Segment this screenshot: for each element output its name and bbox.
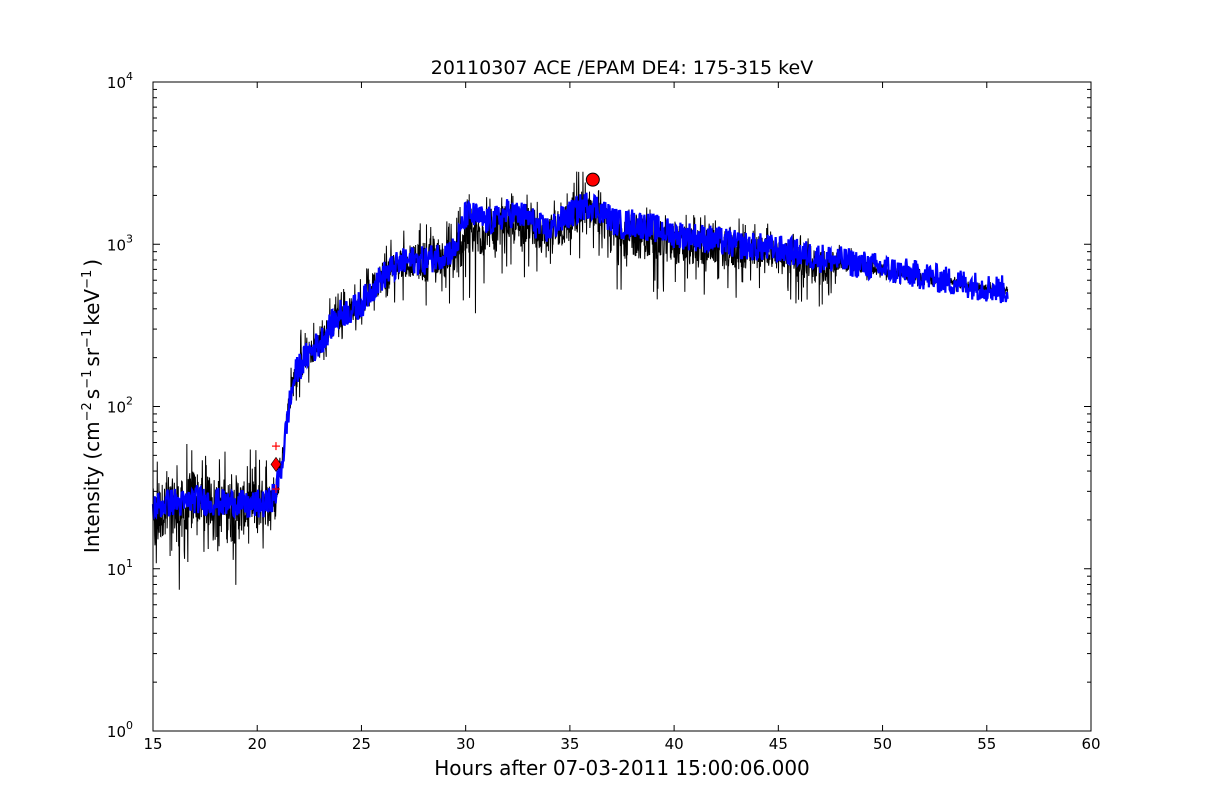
x-tick-label-7: 50 [873,735,892,753]
x-tick-label-8: 55 [977,735,996,753]
y-axis-label-prefix: Intensity (cm [80,421,104,553]
x-tick-label-6: 45 [769,735,788,753]
plot-area [151,82,1091,731]
x-tick-label-4: 35 [560,735,579,753]
x-axis: 15 20 25 30 35 40 45 50 55 60 [143,82,1101,753]
series-layer [151,171,1009,590]
x-tick-label-1: 20 [248,735,267,753]
y-axis-label-mid1: s [80,389,104,399]
y-axis-label-exp4: −1 [80,270,95,289]
marker-circle-1 [585,172,600,187]
chart-title: 20110307 ACE /EPAM DE4: 175-315 keV [431,57,813,79]
x-tick-label-5: 40 [665,735,684,753]
y-axis-label-exp3: −1 [80,329,95,348]
marker-diamond-0 [270,456,282,472]
marker-plus-3 [271,485,280,494]
x-tick-label-3: 30 [456,735,475,753]
x-axis-label: Hours after 07-03-2011 15:00:06.000 [434,756,810,780]
x-tick-label-2: 25 [352,735,371,753]
plot-background [153,82,1091,731]
marker-plus-2 [271,442,280,451]
y-axis-label-exp2: −1 [80,370,95,389]
x-tick-label-0: 15 [143,735,162,753]
y-axis-label: Intensity (cm−2s−1sr−1keV−1) [80,259,104,553]
y-axis-label-mid3: keV [80,289,104,326]
y-axis-label-mid2: sr [80,347,104,366]
y-axis-label-exp1: −2 [80,402,95,421]
series-smoothed-line [151,192,1009,520]
marker-layer [270,172,600,494]
y-axis-label-suffix: ) [80,259,104,267]
x-tick-label-9: 60 [1081,735,1100,753]
